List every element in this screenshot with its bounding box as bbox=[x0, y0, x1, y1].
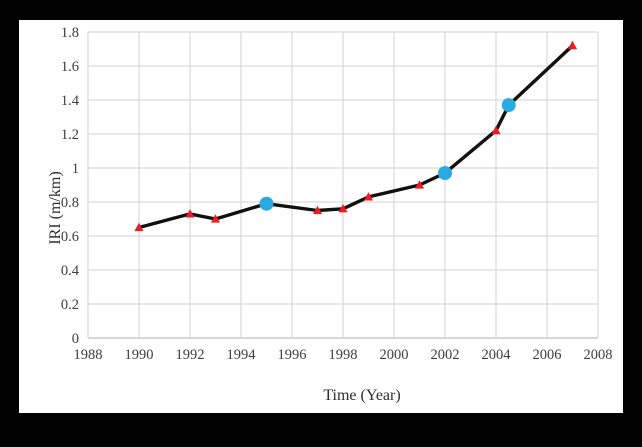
x-tick-label: 2008 bbox=[584, 347, 613, 363]
data-point-triangle-marker bbox=[134, 222, 144, 232]
y-tick-label: 1.4 bbox=[61, 93, 80, 109]
x-tick-label: 2002 bbox=[431, 347, 460, 363]
data-point-circle-marker bbox=[438, 166, 452, 181]
data-point-triangle-marker bbox=[567, 40, 578, 50]
data-point-triangle-marker bbox=[414, 180, 425, 189]
x-axis-title: Time (Year) bbox=[323, 387, 401, 404]
x-tick-label: 2000 bbox=[380, 347, 409, 363]
y-tick-label: 1.6 bbox=[61, 59, 79, 75]
chart-panel: 0 0.2 0.4 0.6 0.8 1 1.2 1.4 1.6 1.8 1988 1990 1992 19… bbox=[19, 20, 623, 413]
y-axis-title: IRI (m/km) bbox=[47, 171, 64, 245]
data-point-triangle-marker bbox=[338, 204, 348, 213]
y-tick-label: 1 bbox=[72, 161, 79, 177]
data-point-triangle-marker bbox=[363, 192, 374, 201]
data-point-triangle-marker bbox=[210, 214, 221, 223]
data-point-triangle-marker bbox=[312, 205, 323, 215]
y-tick-label: 1.8 bbox=[61, 25, 79, 41]
y-tick-label: 0.4 bbox=[61, 263, 80, 279]
x-tick-label: 1998 bbox=[329, 347, 358, 363]
x-tick-label: 1988 bbox=[74, 347, 103, 363]
x-tick-label: 1996 bbox=[278, 347, 307, 363]
y-tick-label: 0.6 bbox=[61, 229, 79, 245]
y-tick-label: 0.2 bbox=[61, 297, 79, 313]
iri-line-chart: 0 0.2 0.4 0.6 0.8 1 1.2 1.4 1.6 1.8 1988 1990 1992 19… bbox=[61, 25, 613, 363]
x-tick-label: 1992 bbox=[176, 347, 205, 363]
data-point-circle-marker bbox=[501, 98, 516, 113]
x-tick-label: 1994 bbox=[227, 347, 257, 363]
x-tick-label: 2004 bbox=[482, 347, 512, 363]
iri-series-line bbox=[137, 43, 575, 230]
y-tick-label: 0 bbox=[72, 331, 79, 347]
data-point-triangle-marker bbox=[185, 209, 195, 218]
y-tick-label: 0.8 bbox=[61, 195, 79, 211]
data-point-triangle-marker bbox=[491, 125, 501, 135]
y-tick-label: 1.2 bbox=[61, 127, 79, 143]
x-tick-label: 1990 bbox=[125, 347, 154, 363]
x-tick-label: 2006 bbox=[533, 347, 562, 363]
data-point-circle-marker bbox=[259, 196, 274, 211]
